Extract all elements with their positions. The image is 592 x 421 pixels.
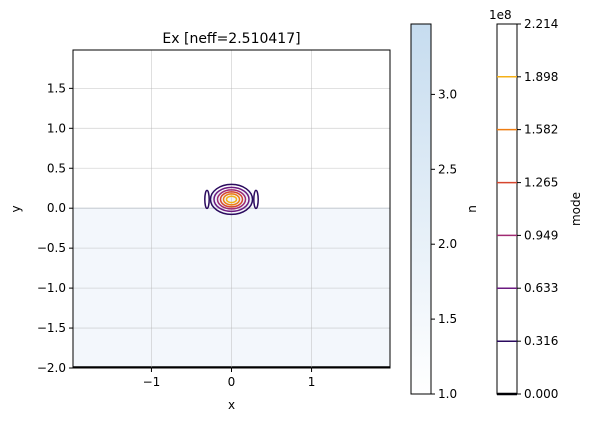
index-colorbar-ticks: 1.0 1.5 2.0 2.5 3.0 [431,87,457,401]
y-tick-label: 0.5 [47,161,66,175]
index-colorbar: 1.0 1.5 2.0 2.5 3.0 n [410,23,479,401]
mode-tick-label: 0.316 [524,334,558,348]
y-tick-label: −1.0 [37,281,66,295]
mode-tick-label: 0.633 [524,281,558,295]
mode-colorbar-frame [496,23,518,395]
x-axis-label: x [228,398,235,412]
mode-tick-label: 1.898 [524,70,558,84]
mode-colorbar-offset: 1e8 [489,8,512,22]
mode-tick-label: 0.000 [524,387,558,401]
mode-colorbar-levels [497,76,517,396]
mode-tick-label: 2.214 [524,17,558,31]
y-tick-label: 0.0 [47,201,66,215]
y-tick-label: −1.5 [37,321,66,335]
contour-level [209,183,254,216]
mode-tick-label: 1.265 [524,176,558,190]
mode-colorbar-label: mode [569,192,583,226]
index-tick-label: 3.0 [438,87,457,101]
y-axis-ticks: −2.0 −1.5 −1.0 −0.5 0.0 0.5 1.0 1.5 [37,81,73,375]
y-tick-label: −2.0 [37,361,66,375]
mode-tick-label: 1.582 [524,123,558,137]
x-tick-label: −1 [143,375,161,389]
contour-level [225,195,238,204]
main-plot: Ex [neff=2.510417] −1 0 1 −2.0 −1.5 −1.0 −0.5… [9,31,391,412]
x-tick-label: 0 [228,375,236,389]
index-colorbar-label: n [465,205,479,213]
contour-side-lobe [204,189,210,210]
index-tick-label: 2.5 [438,162,457,176]
y-tick-label: 1.5 [47,81,66,95]
x-tick-label: 1 [308,375,316,389]
mode-colorbar-ticks: 0.000 0.316 0.633 0.949 1.265 1.582 1.898 2.214 [517,17,558,401]
x-axis-ticks: −1 0 1 [143,368,316,389]
plot-title: Ex [neff=2.510417] [162,31,300,47]
index-colorbar-gradient [410,23,432,395]
contour-level [222,193,241,206]
mode-tick-label: 0.949 [524,228,558,242]
contour-level [219,191,244,208]
y-tick-label: 1.0 [47,121,66,135]
index-tick-label: 1.5 [438,312,457,326]
mode-colorbar: 0.000 0.316 0.633 0.949 1.265 1.582 1.898 2.214… [489,8,583,401]
index-tick-label: 2.0 [438,237,457,251]
contour-level [216,189,247,210]
mode-contours [204,183,259,216]
contour-level [213,186,250,213]
y-tick-label: −0.5 [37,241,66,255]
contour-side-lobe [253,189,259,210]
index-tick-label: 1.0 [438,387,457,401]
y-axis-label: y [9,205,23,212]
